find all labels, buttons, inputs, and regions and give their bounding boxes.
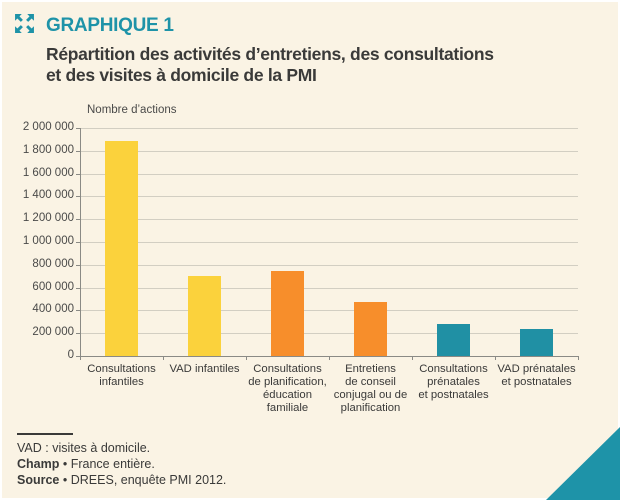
y-axis-tick-label: 600 000 xyxy=(32,280,74,293)
gridline xyxy=(80,150,578,152)
gridline xyxy=(80,333,578,335)
gridline xyxy=(80,242,578,243)
y-axis-tick xyxy=(76,356,80,357)
x-axis-tick xyxy=(329,356,330,360)
figure-label: GRAPHIQUE 1 xyxy=(46,15,174,36)
y-axis-tick-label: 1 800 000 xyxy=(22,143,74,156)
x-axis-tick xyxy=(578,356,579,360)
x-axis-category-label: VAD infantiles xyxy=(169,363,240,375)
y-axis-tick-label: 1 200 000 xyxy=(22,212,74,225)
gridline xyxy=(80,310,578,312)
x-axis-tick xyxy=(163,356,164,360)
corner-triangle-decoration xyxy=(546,427,620,500)
x-axis-category-label: Consultations de planification, éducatio… xyxy=(248,363,327,414)
y-axis-tick-label: 0 xyxy=(67,349,74,361)
gridline xyxy=(80,287,578,289)
y-axis-tick xyxy=(76,128,80,129)
footnote-divider xyxy=(17,433,73,435)
y-axis-tick-label: 1 600 000 xyxy=(22,166,74,179)
gridline xyxy=(80,128,578,129)
gridline xyxy=(80,264,578,266)
x-axis-tick xyxy=(80,356,81,360)
y-axis-tick xyxy=(76,219,80,221)
x-axis-tick xyxy=(246,356,247,360)
figure-title-line1: Répartition des activités d’entretiens, … xyxy=(46,44,494,64)
y-axis-title: Nombre d’actions xyxy=(87,104,177,116)
bar xyxy=(437,324,470,356)
y-axis-tick-label: 1 000 000 xyxy=(22,235,74,247)
figure-title-line2: et des visites à domicile de la PMI xyxy=(46,65,317,85)
x-axis-category-label: Consultations infantiles xyxy=(87,363,156,388)
footnotes: VAD : visites à domicile. Champ • France… xyxy=(17,433,226,488)
x-axis-category-label: Entretiens de conseil conjugal ou de pla… xyxy=(333,363,408,414)
bar xyxy=(354,302,387,356)
x-axis-category-label: Consultations prénatales et postnatales xyxy=(418,363,489,401)
y-axis-tick-label: 800 000 xyxy=(32,257,74,270)
y-axis-tick xyxy=(76,173,80,175)
bar xyxy=(188,276,221,356)
x-axis-category-label: VAD prénatales et postnatales xyxy=(497,363,576,388)
y-axis-tick xyxy=(76,333,80,335)
y-axis-tick-label: 1 400 000 xyxy=(22,189,74,202)
y-axis-tick xyxy=(76,287,80,289)
x-axis-tick xyxy=(495,356,496,360)
y-axis-tick xyxy=(76,242,80,243)
x-axis-tick xyxy=(412,356,413,360)
y-axis-tick xyxy=(76,310,80,312)
expand-arrows-icon[interactable] xyxy=(14,13,35,34)
gridline xyxy=(80,219,578,221)
footnote-source: Source • DREES, enquête PMI 2012. xyxy=(17,473,227,487)
footnote-vad: VAD : visites à domicile. xyxy=(17,441,151,455)
bar xyxy=(520,328,553,356)
y-axis-tick-label: 2 000 000 xyxy=(22,121,74,133)
gridline xyxy=(80,173,578,175)
gridline xyxy=(80,196,578,198)
y-axis-tick xyxy=(76,264,80,266)
y-axis-tick-label: 400 000 xyxy=(32,303,74,316)
footnote-champ: Champ • France entière. xyxy=(17,457,155,471)
bar xyxy=(271,270,304,356)
y-axis-tick xyxy=(76,150,80,152)
y-axis-tick xyxy=(76,196,80,198)
y-axis-tick-label: 200 000 xyxy=(32,326,74,339)
y-axis-line xyxy=(80,128,81,356)
bar xyxy=(105,140,138,356)
figure-title: Répartition des activités d’entretiens, … xyxy=(46,44,494,86)
